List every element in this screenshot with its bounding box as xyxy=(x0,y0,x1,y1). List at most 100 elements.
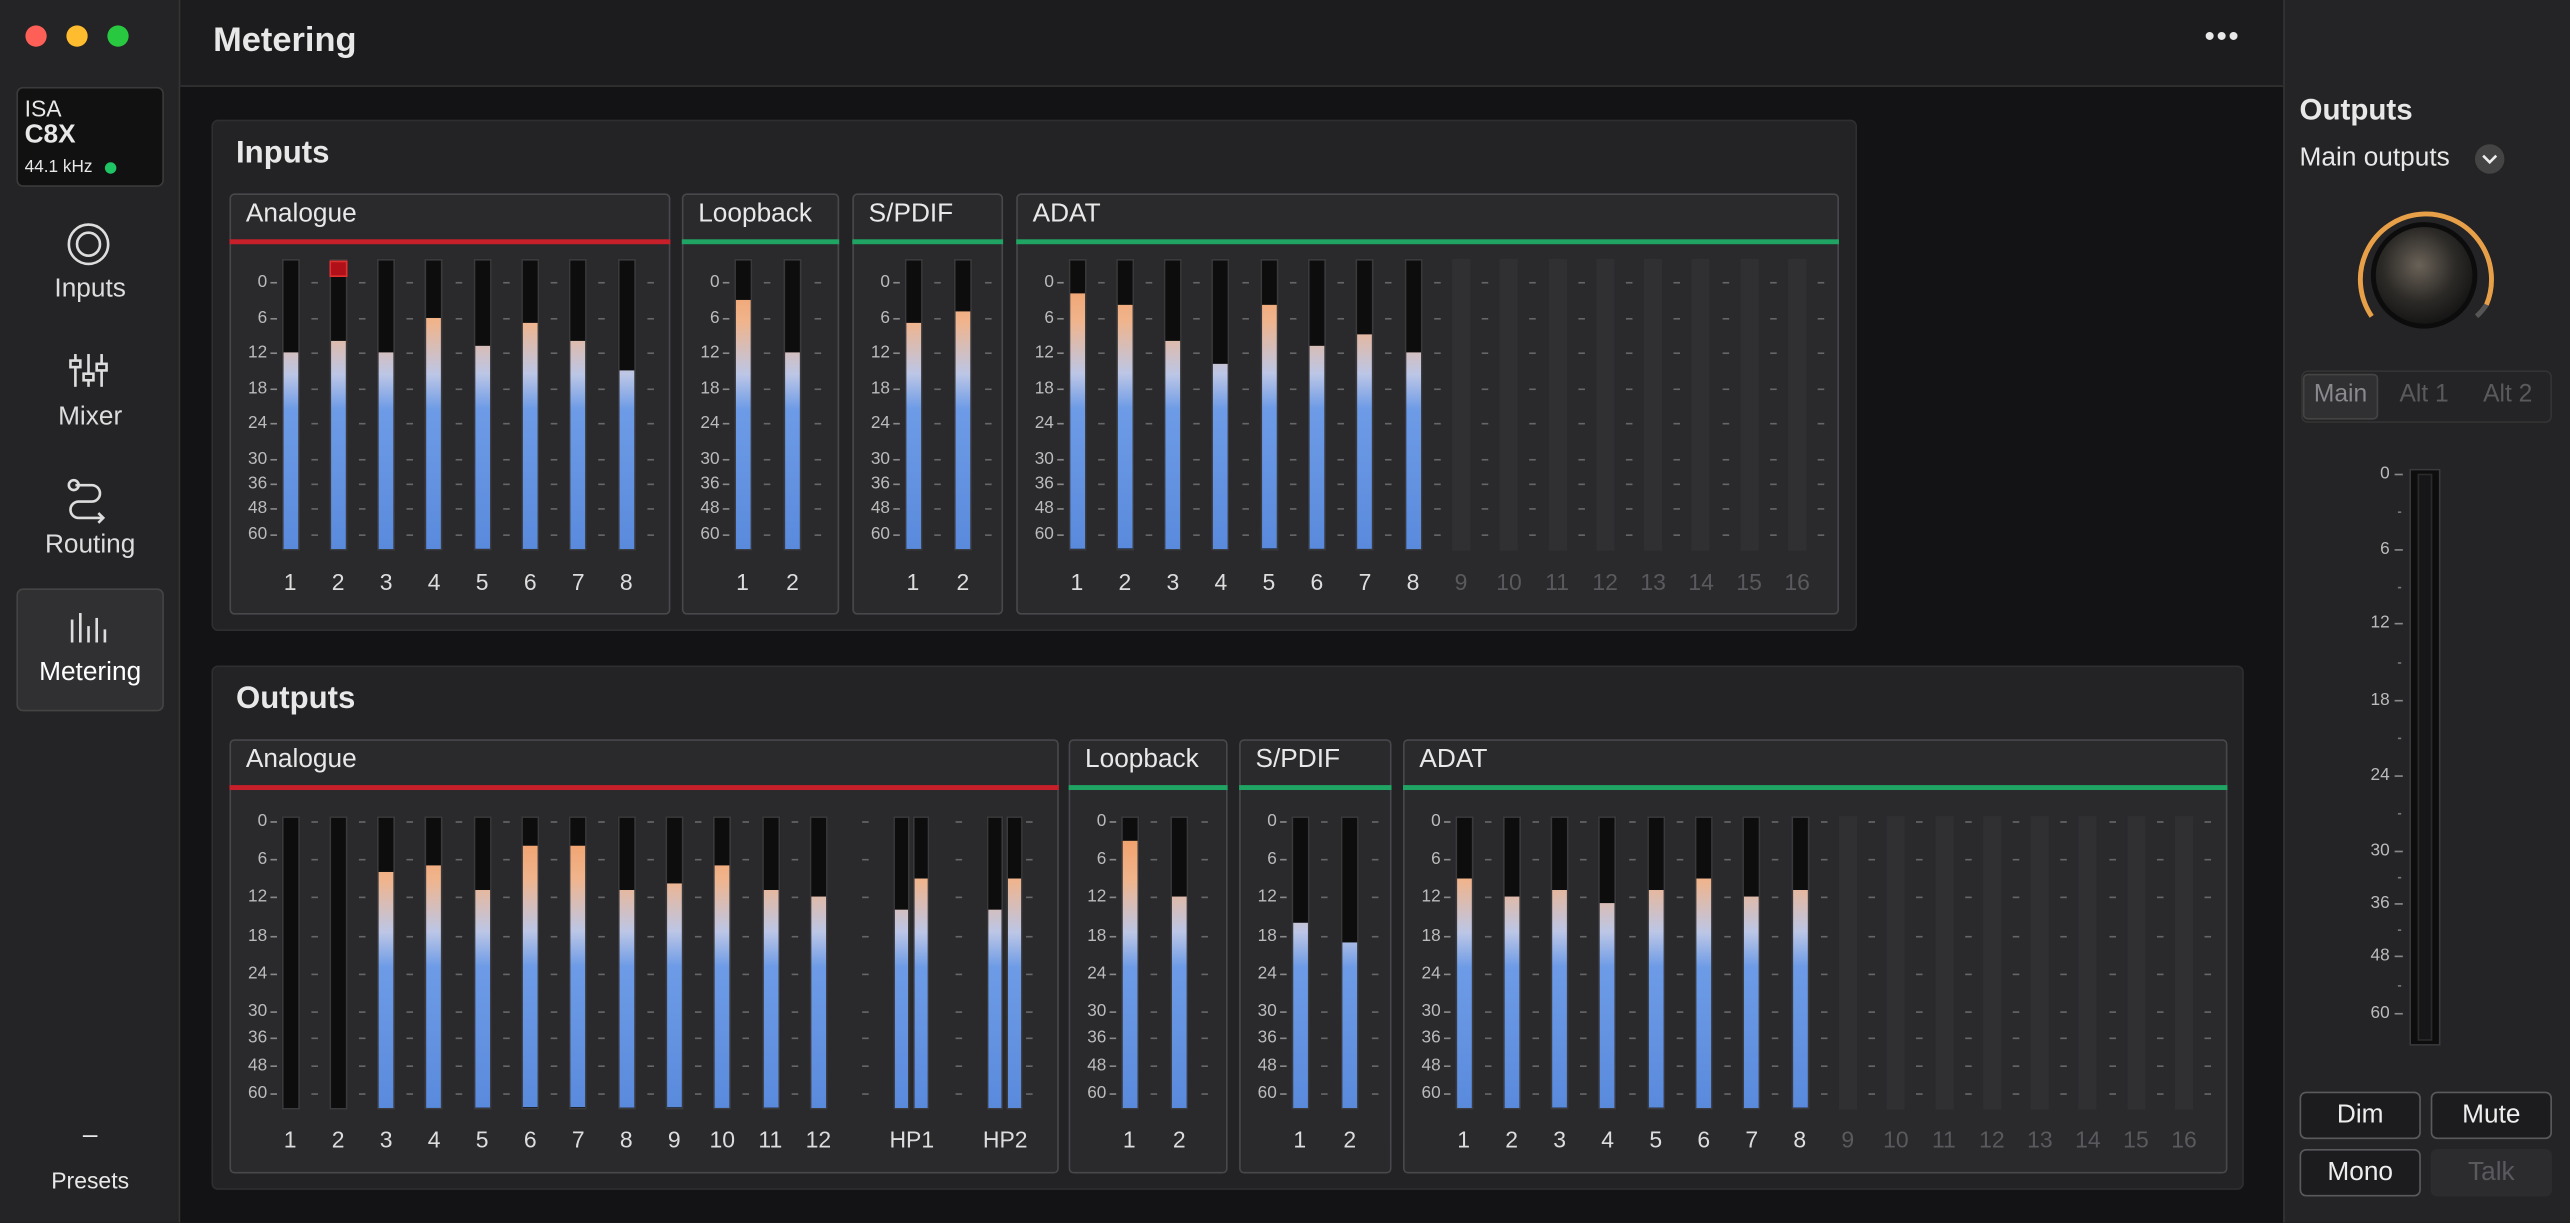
tick-mark xyxy=(1321,821,1329,823)
meter-level xyxy=(1648,890,1664,1108)
channel-label: 5 xyxy=(1649,1126,1663,1153)
tick-mark xyxy=(1772,1037,1780,1040)
channel-label: 2 xyxy=(331,1126,345,1153)
tick-mark xyxy=(2204,973,2212,976)
tick-mark xyxy=(1724,973,1732,976)
presets-label[interactable]: Presets xyxy=(51,1166,130,1194)
meter-track xyxy=(2030,816,2049,1110)
tick-mark xyxy=(1772,821,1780,823)
tab[interactable]: Main xyxy=(2313,380,2368,409)
tick-mark xyxy=(1321,1011,1329,1014)
tick-mark xyxy=(695,1037,702,1040)
nav-item[interactable]: Routing xyxy=(44,531,136,559)
tick-mark xyxy=(764,534,771,536)
tick-mark xyxy=(647,281,654,284)
tick-mark xyxy=(1385,317,1393,319)
tick-mark xyxy=(1241,317,1249,319)
tick-mark xyxy=(861,1011,869,1014)
group-name: ADAT xyxy=(1032,199,1101,228)
tick-mark xyxy=(1371,973,1379,976)
tab[interactable]: Alt 2 xyxy=(2483,380,2533,409)
tick-mark xyxy=(1057,483,1064,485)
meter-level xyxy=(1117,305,1133,550)
tick-mark xyxy=(1025,896,1033,899)
tick-mark xyxy=(791,859,798,861)
tick-mark xyxy=(1433,351,1441,354)
meter-level xyxy=(1309,346,1325,550)
tick-mark xyxy=(1484,1037,1491,1040)
tick-label: 18 xyxy=(1034,378,1054,398)
nav-item[interactable]: Inputs xyxy=(54,275,126,304)
tick-mark xyxy=(1817,387,1825,390)
tick-mark xyxy=(502,1011,510,1014)
tick-mark xyxy=(454,1064,462,1067)
meter-level xyxy=(330,340,346,550)
tick-mark xyxy=(647,458,654,461)
tick-mark xyxy=(1241,423,1249,425)
tick-mark xyxy=(1673,281,1681,284)
tick-mark xyxy=(502,317,510,319)
tick-mark xyxy=(1628,1093,1636,1095)
minor-tick xyxy=(2397,877,2402,879)
tick-mark xyxy=(1057,317,1064,319)
tick-mark xyxy=(1580,1093,1587,1095)
clip-indicator xyxy=(329,260,348,277)
tick-mark xyxy=(1280,1037,1287,1040)
tick-label: 12 xyxy=(1034,341,1054,362)
tick-mark xyxy=(1529,507,1537,510)
tick-mark xyxy=(722,281,730,284)
tick-mark xyxy=(1443,1093,1451,1095)
tick-mark xyxy=(1580,896,1587,899)
group-rule xyxy=(229,785,1059,791)
nav-item[interactable]: Mixer xyxy=(58,403,123,432)
tick-label: 18 xyxy=(870,378,890,398)
tick-mark xyxy=(502,973,510,976)
tick-mark xyxy=(1868,821,1876,823)
tick-mark xyxy=(893,507,900,510)
tick-mark xyxy=(310,1037,318,1040)
tick-label: 12 xyxy=(248,886,268,907)
tab[interactable]: Alt 1 xyxy=(2399,380,2449,409)
meter-level xyxy=(762,890,778,1108)
meters: Inputs Analogue 0 6 12 18 24 30 36 48 60 1 2 3 4 5 6 7 8 Lo… xyxy=(211,119,2244,1190)
tick-mark xyxy=(1385,458,1393,461)
button[interactable]: Mono xyxy=(2299,1148,2421,1197)
tick-mark xyxy=(814,507,821,510)
selector-chevron[interactable] xyxy=(2473,143,2506,176)
tick-mark xyxy=(1289,458,1297,461)
tick-mark xyxy=(270,351,277,354)
tick-mark xyxy=(598,1011,606,1014)
more-menu[interactable]: ••• xyxy=(2204,19,2241,53)
device-box[interactable] xyxy=(16,86,164,187)
tick-label: 24 xyxy=(248,413,268,434)
tick-mark xyxy=(598,351,606,354)
tick-mark xyxy=(2060,1011,2068,1014)
tick-mark xyxy=(1433,534,1441,536)
channel-label: 4 xyxy=(427,1126,441,1153)
presets-icon[interactable]: – xyxy=(82,1121,98,1149)
tick-mark xyxy=(310,973,318,976)
tick-mark xyxy=(2060,973,2068,976)
tick-mark xyxy=(791,1093,798,1095)
output-selector[interactable]: Main outputs xyxy=(2299,144,2450,173)
tick-mark xyxy=(1628,935,1636,938)
meter-level xyxy=(378,871,394,1108)
tick-mark xyxy=(1201,1037,1208,1040)
tick-mark xyxy=(1385,351,1393,354)
tick-label: 48 xyxy=(248,497,268,518)
channel-label: 12 xyxy=(1592,568,1618,595)
volume-knob[interactable] xyxy=(2342,193,2506,357)
tick-mark xyxy=(2012,935,2020,938)
tick-mark xyxy=(1193,483,1201,485)
tick-mark xyxy=(2108,1093,2116,1095)
tick-mark xyxy=(984,387,992,390)
button[interactable]: Mute xyxy=(2430,1091,2552,1140)
tick-mark xyxy=(1625,534,1633,536)
nav-item[interactable]: Metering xyxy=(39,658,142,687)
button[interactable]: Dim xyxy=(2299,1091,2421,1140)
tick-mark xyxy=(1109,1011,1117,1014)
tick-mark xyxy=(791,896,798,899)
channel-label: 7 xyxy=(1358,568,1372,595)
meter-track xyxy=(329,816,348,1110)
tick-mark xyxy=(743,859,750,861)
